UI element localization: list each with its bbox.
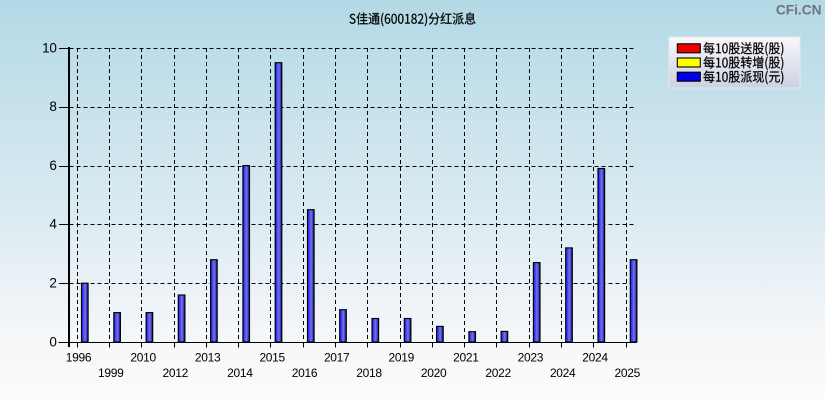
svg-text:2014: 2014 bbox=[227, 366, 253, 380]
svg-text:2021: 2021 bbox=[453, 351, 479, 365]
svg-text:10: 10 bbox=[42, 40, 56, 55]
svg-text:2015: 2015 bbox=[259, 351, 285, 365]
svg-text:1999: 1999 bbox=[98, 366, 124, 380]
svg-text:4: 4 bbox=[49, 217, 57, 232]
svg-text:1996: 1996 bbox=[66, 351, 92, 365]
svg-text:2018: 2018 bbox=[356, 366, 382, 380]
svg-text:6: 6 bbox=[49, 158, 56, 173]
svg-text:2024: 2024 bbox=[550, 366, 576, 380]
svg-text:2016: 2016 bbox=[292, 366, 318, 380]
svg-text:CFi.CN: CFi.CN bbox=[776, 3, 822, 18]
svg-text:0: 0 bbox=[49, 334, 56, 349]
svg-text:8: 8 bbox=[49, 99, 56, 114]
svg-text:2023: 2023 bbox=[518, 351, 544, 365]
svg-text:2024: 2024 bbox=[582, 351, 608, 365]
svg-text:2: 2 bbox=[49, 276, 56, 291]
svg-text:2019: 2019 bbox=[389, 351, 415, 365]
svg-text:2012: 2012 bbox=[163, 366, 189, 380]
svg-text:2013: 2013 bbox=[195, 351, 221, 365]
svg-text:2010: 2010 bbox=[130, 351, 156, 365]
svg-text:2017: 2017 bbox=[324, 351, 350, 365]
svg-text:2025: 2025 bbox=[615, 366, 641, 380]
svg-text:2020: 2020 bbox=[421, 366, 447, 380]
svg-text:2022: 2022 bbox=[485, 366, 511, 380]
